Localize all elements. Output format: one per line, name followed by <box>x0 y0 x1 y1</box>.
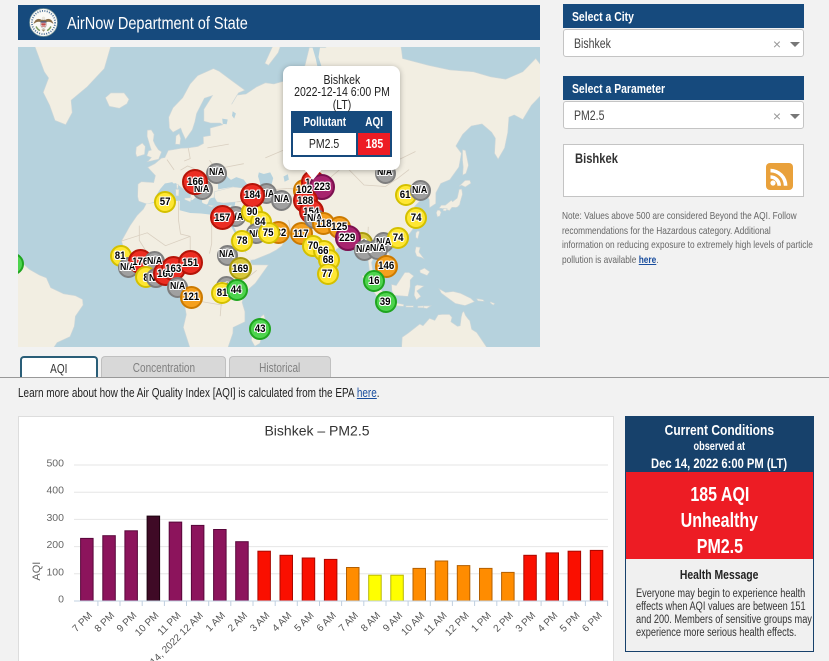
svg-text:3 PM: 3 PM <box>513 610 537 634</box>
svg-text:Bishkek – PM2.5: Bishkek – PM2.5 <box>264 422 369 438</box>
svg-text:4 AM: 4 AM <box>270 610 294 634</box>
svg-text:8 AM: 8 AM <box>359 610 383 634</box>
svg-text:8 PM: 8 PM <box>92 610 116 634</box>
svg-text:2 PM: 2 PM <box>491 610 515 634</box>
svg-text:6 AM: 6 AM <box>314 610 338 634</box>
svg-text:300: 300 <box>46 511 64 523</box>
svg-text:7 PM: 7 PM <box>70 610 94 634</box>
svg-text:10 PM: 10 PM <box>133 610 161 638</box>
svg-text:4 PM: 4 PM <box>536 610 560 634</box>
svg-text:200: 200 <box>46 539 64 551</box>
svg-text:1 AM: 1 AM <box>204 610 228 634</box>
svg-text:100: 100 <box>46 566 64 578</box>
svg-text:7 AM: 7 AM <box>336 610 360 634</box>
svg-text:500: 500 <box>46 457 64 469</box>
svg-text:400: 400 <box>46 484 64 496</box>
svg-text:AQI: AQI <box>31 561 43 580</box>
svg-text:6 PM: 6 PM <box>580 610 604 634</box>
svg-text:5 PM: 5 PM <box>558 610 582 634</box>
svg-text:3 AM: 3 AM <box>248 610 272 634</box>
svg-text:1 PM: 1 PM <box>469 610 493 634</box>
svg-text:12 PM: 12 PM <box>443 610 471 638</box>
svg-text:2 AM: 2 AM <box>226 610 250 634</box>
svg-text:0: 0 <box>58 593 64 605</box>
svg-text:10 AM: 10 AM <box>399 610 427 638</box>
svg-text:5 AM: 5 AM <box>292 610 316 634</box>
